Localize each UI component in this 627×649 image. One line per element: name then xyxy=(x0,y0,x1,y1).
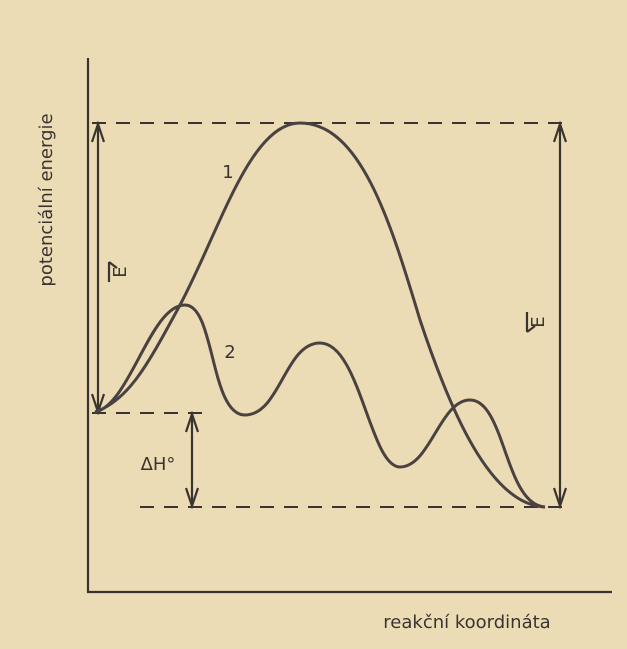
curve-label: 2 xyxy=(224,342,235,363)
reverse-barrier-label: E xyxy=(528,316,549,327)
x-axis-label: reakční koordináta xyxy=(383,612,550,633)
enthalpy-arrow xyxy=(184,410,200,510)
reverse-arrow xyxy=(552,120,568,510)
y-axis-label: potenciální energie xyxy=(36,113,57,286)
curve-2 xyxy=(94,303,546,509)
forward-harpoon xyxy=(107,261,118,282)
curve-label: 1 xyxy=(222,162,233,183)
reverse-harpoon xyxy=(525,312,536,333)
enthalpy-label: ΔH° xyxy=(141,454,176,475)
forward-barrier-label: E xyxy=(110,266,131,277)
